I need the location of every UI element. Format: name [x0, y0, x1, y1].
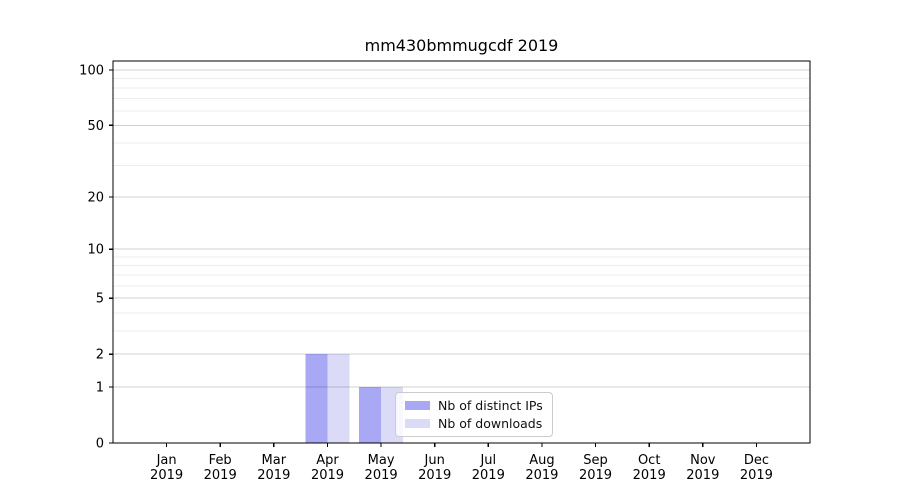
y-tick-label: 10 [87, 243, 104, 258]
y-tick-label: 5 [96, 292, 104, 307]
x-tick-label-month: May [368, 453, 395, 468]
x-tick-label-month: Dec [744, 453, 769, 468]
x-tick-label-month: Oct [638, 453, 660, 468]
x-tick-label-year: 2019 [472, 468, 505, 483]
legend-label-distinct-ips: Nb of distinct IPs [438, 398, 543, 413]
y-tick-label: 50 [87, 119, 104, 134]
x-tick-label-year: 2019 [418, 468, 451, 483]
x-tick-label-year: 2019 [525, 468, 558, 483]
x-axis: Jan2019Feb2019Mar2019Apr2019May2019Jun20… [150, 443, 773, 483]
x-tick-label-month: Sep [583, 453, 608, 468]
x-tick-label-month: Mar [262, 453, 287, 468]
x-tick-label-year: 2019 [579, 468, 612, 483]
legend-item-distinct-ips: Nb of distinct IPs [405, 398, 543, 413]
y-tick-label: 0 [96, 437, 104, 452]
gridlines [113, 69, 810, 388]
plot-border [112, 60, 811, 444]
legend-swatch-downloads [405, 419, 430, 428]
x-tick-label-year: 2019 [257, 468, 290, 483]
x-tick-label-month: Jul [479, 453, 496, 468]
x-tick-label-year: 2019 [740, 468, 773, 483]
x-tick-label-year: 2019 [311, 468, 344, 483]
x-tick-label-year: 2019 [365, 468, 398, 483]
bar-distinct-ips-apr [305, 354, 328, 443]
y-axis: 0 1 2 5 10 20 50 100 [79, 64, 113, 452]
x-tick-label-year: 2019 [686, 468, 719, 483]
chart-title: mm430bmmugcdf 2019 [364, 36, 559, 55]
x-tick-label-month: Feb [209, 453, 232, 468]
x-tick-label-year: 2019 [633, 468, 666, 483]
x-tick-label-year: 2019 [204, 468, 237, 483]
y-tick-label: 1 [96, 381, 104, 396]
legend-swatch-distinct-ips [405, 401, 430, 410]
bar-distinct-ips-may [359, 387, 382, 443]
x-tick-label-year: 2019 [150, 468, 183, 483]
x-tick-label-month: Nov [690, 453, 716, 468]
legend-label-downloads: Nb of downloads [438, 416, 543, 431]
x-tick-label-month: Aug [529, 453, 554, 468]
x-tick-label-month: Apr [316, 453, 339, 468]
x-tick-label-month: Jun [424, 453, 445, 468]
legend: Nb of distinct IPs Nb of downloads [395, 392, 553, 437]
bars [305, 354, 404, 443]
y-tick-label: 20 [87, 191, 104, 206]
y-tick-label: 2 [96, 348, 104, 363]
x-tick-label-month: Jan [156, 453, 177, 468]
y-tick-label: 100 [79, 64, 104, 79]
legend-item-downloads: Nb of downloads [405, 416, 543, 431]
bar-downloads-apr [327, 354, 350, 443]
